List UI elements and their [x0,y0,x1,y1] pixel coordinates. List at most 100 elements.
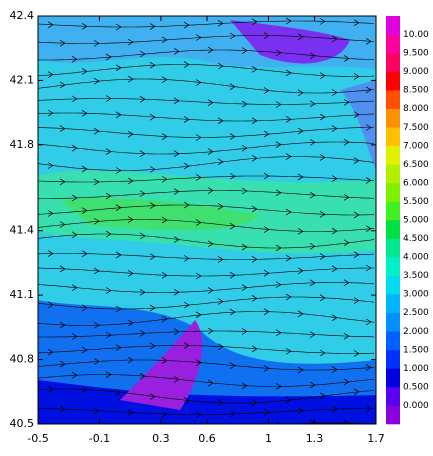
streamline [38,282,375,293]
stream-arrow [263,365,270,372]
stream-arrow [115,305,122,313]
colorbar-segment [386,16,400,35]
stream-arrow [127,409,134,416]
stream-arrow [297,127,304,135]
colorbar-label: 5.500 [403,197,429,207]
stream-arrow [81,250,88,258]
stream-arrow [173,150,180,158]
stream-arrow [241,144,248,152]
stream-arrow [149,202,156,209]
stream-arrow [365,124,372,131]
colorbar-segment [386,331,400,351]
stream-arrow [241,47,248,54]
stream-arrow [343,99,350,106]
y-tick-label: 42.1 [10,73,35,86]
x-tick-label: -0.5 [27,432,48,445]
stream-arrow [173,236,180,243]
stream-arrow [127,319,134,327]
stream-arrow [161,36,168,44]
stream-arrow [251,205,258,213]
stream-arrow [353,251,360,259]
stream-arrow [59,81,66,89]
stream-arrow [365,318,372,326]
stream-arrow [319,211,326,218]
y-tick-label: 41.1 [10,288,35,301]
x-tick-label: 1.7 [367,432,385,445]
stream-arrow [309,100,316,108]
streamline [38,345,375,354]
stream-arrow [127,356,134,364]
stream-arrow [161,76,168,83]
stream-arrow [297,33,304,41]
stream-arrow [71,144,78,152]
streamline [38,35,375,44]
stream-arrow [297,267,304,275]
stream-arrow [309,381,316,389]
stream-arrow [275,329,282,337]
stream-arrow [47,301,54,309]
stream-arrow [149,166,156,173]
stream-arrow [285,116,292,123]
stream-arrow [353,111,360,119]
colorbar-label: 0.000 [403,401,429,411]
stream-arrow [115,167,122,174]
streamline [38,141,375,155]
stream-arrow [195,411,202,418]
stream-arrow [207,240,214,248]
stream-arrow [319,392,326,400]
stream-arrow [161,133,168,140]
colorbar-label: 3.500 [403,271,429,281]
stream-arrow [353,157,360,164]
stream-arrow [285,17,292,25]
colorbar-segment [386,386,400,406]
colorbar-segment [386,53,400,72]
stream-arrow [365,405,372,412]
stream-arrow [207,379,214,387]
stream-arrow [263,269,270,277]
stream-arrow [241,243,248,251]
streamline [38,156,375,171]
stream-arrow [285,69,292,77]
stream-arrow [139,190,146,197]
stream-arrow [331,227,338,235]
stream-arrow [343,279,350,286]
stream-arrow [161,216,168,224]
stream-arrow [183,61,190,68]
stream-arrow [319,154,326,161]
stream-arrow [71,284,78,292]
streamline [38,359,375,371]
stream-arrow [309,139,316,146]
stream-arrow [47,71,54,78]
streamline [38,311,375,326]
stream-arrow [59,178,66,186]
stream-arrow [93,217,100,225]
stream-arrow [173,48,180,55]
streamline [38,253,375,260]
stream-arrow [195,174,202,181]
stream-arrow [81,386,88,393]
stream-arrow [115,251,122,259]
stream-arrow [343,239,350,247]
stream-arrow [251,18,258,26]
stream-arrow [217,158,224,166]
streamline [38,204,375,216]
stream-arrow [115,64,122,72]
streamline [38,233,375,249]
stream-arrow [105,192,112,200]
stream-arrow [251,345,258,353]
stream-arrow [251,295,258,302]
stream-arrow [331,125,338,132]
stream-arrow [183,21,190,29]
stream-arrow [275,141,282,148]
field [38,16,376,424]
stream-arrow [105,230,112,238]
streamlines [38,17,375,424]
stream-arrow [309,52,316,60]
stream-arrow [173,288,180,296]
streamline [38,408,374,415]
streamline [38,267,374,277]
stream-arrow [319,253,326,260]
stream-arrow [365,364,372,371]
stream-arrow [105,148,112,155]
colorbar-segment [386,405,400,425]
